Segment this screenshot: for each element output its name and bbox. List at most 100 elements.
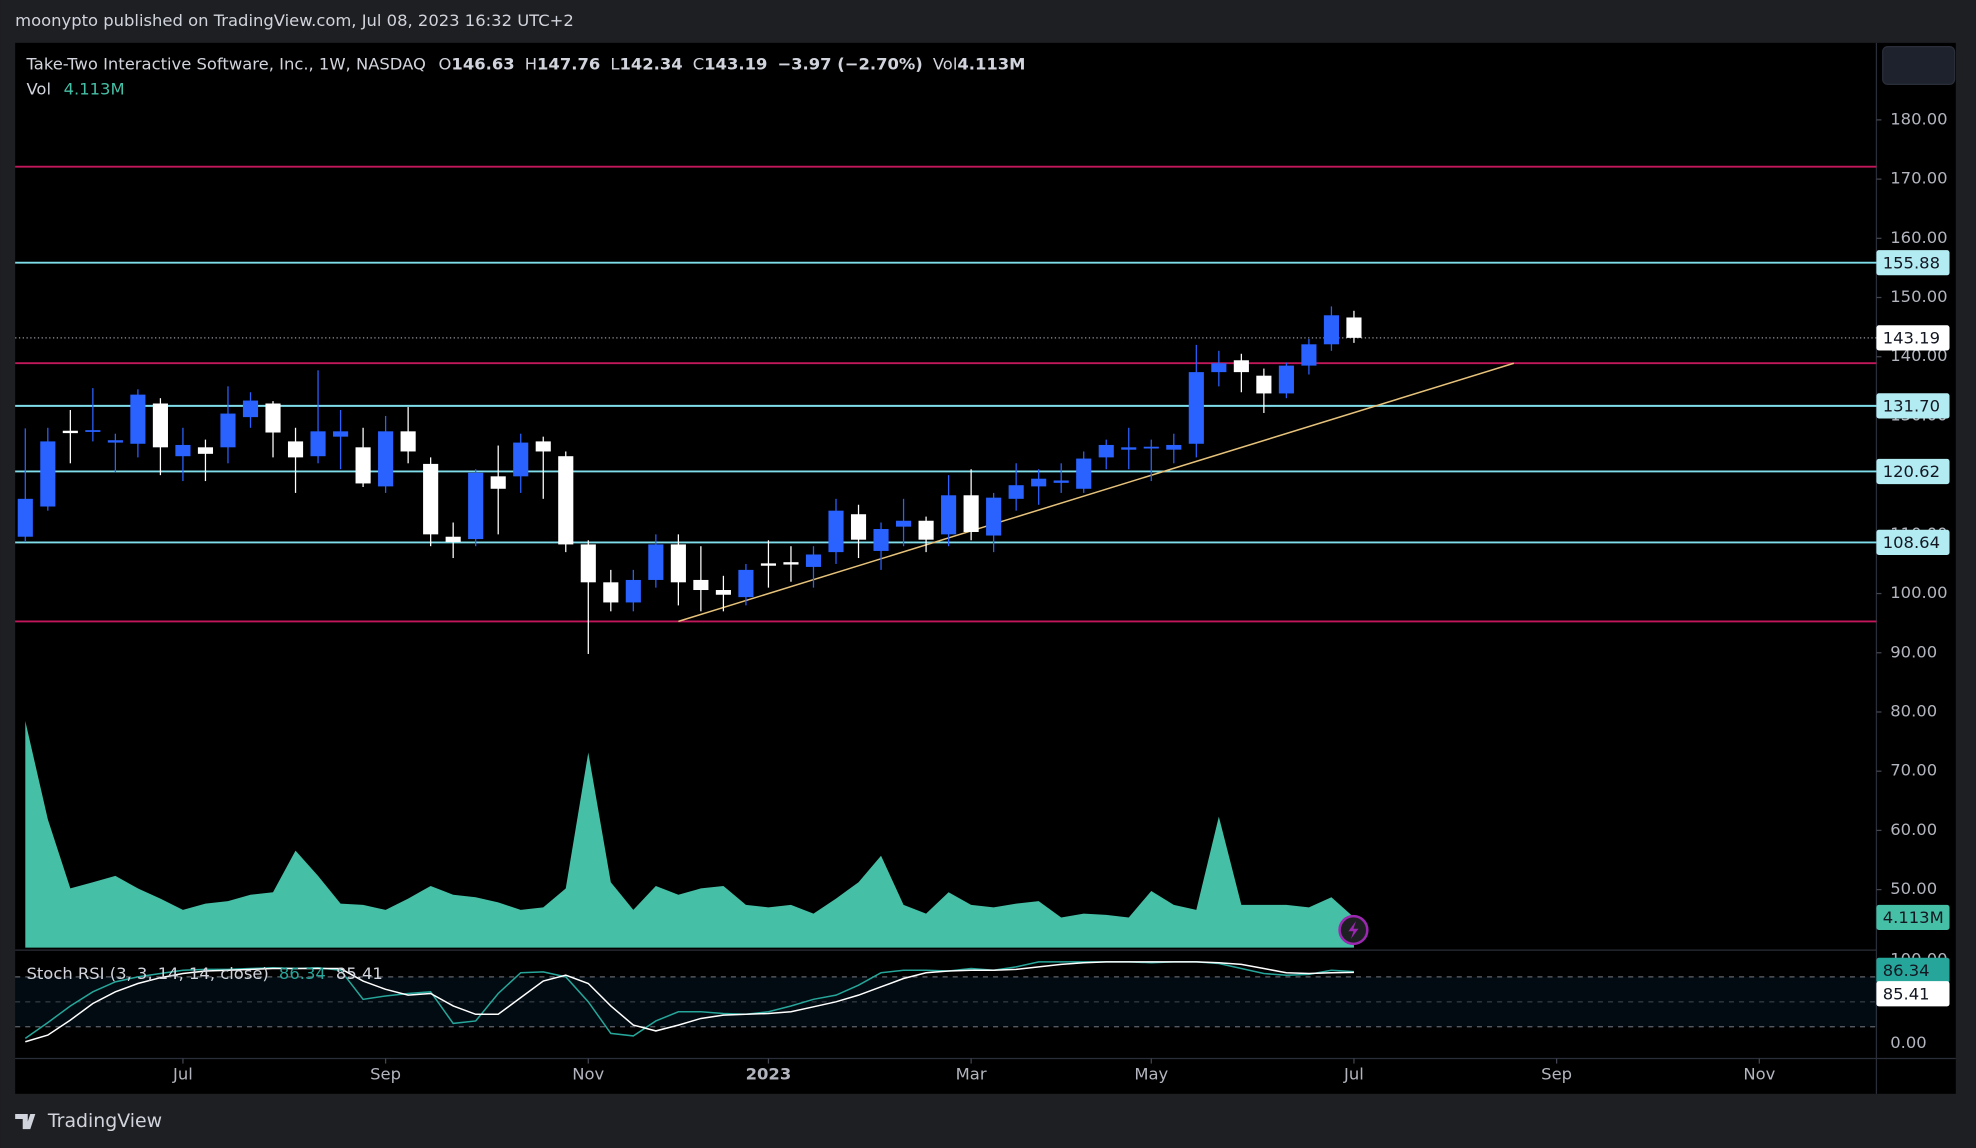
x-tick-label: Jul — [172, 1064, 193, 1083]
candle-body — [107, 440, 123, 443]
x-tick-label: May — [1134, 1064, 1168, 1083]
stoch-tag-bg — [1876, 957, 1950, 983]
candle-body — [220, 413, 236, 448]
candle-body — [130, 394, 146, 444]
candle-body — [378, 431, 394, 487]
y-tick-label: 180.00 — [1890, 109, 1947, 128]
candle-body — [1166, 444, 1182, 450]
candle-body — [265, 403, 281, 433]
candle-body — [1301, 344, 1317, 366]
legend-value: 86.34 — [279, 964, 326, 983]
stoch-tag-bg — [1876, 981, 1950, 1007]
level-tag: 131.70 — [1883, 397, 1940, 416]
legend: Take-Two Interactive Software, Inc., 1W,… — [26, 54, 1026, 73]
logo: TradingView — [15, 1110, 162, 1132]
legend-value: 147.76 — [537, 54, 600, 73]
stoch-title: Stoch RSI (3, 3, 14, 14, close) — [27, 964, 269, 983]
candle-body — [670, 544, 686, 583]
legend-value: 142.34 — [619, 54, 682, 73]
brand: TradingView — [47, 1110, 162, 1132]
candle-body — [1076, 458, 1092, 489]
legend-label: H — [525, 54, 537, 73]
x-tick-label: Sep — [1541, 1064, 1572, 1083]
candle-body — [1278, 365, 1294, 394]
legend-value: 85.41 — [336, 964, 383, 983]
y-tick-label: 80.00 — [1890, 701, 1937, 720]
volume-area — [25, 721, 1354, 948]
candle-body — [85, 430, 101, 432]
candle-body — [693, 579, 709, 591]
candle-body — [760, 563, 777, 566]
candle-body — [558, 456, 574, 545]
level-tag: 155.88 — [1883, 253, 1940, 272]
symbol: Take-Two Interactive Software, Inc., 1W,… — [26, 54, 426, 73]
x-tick-label: Nov — [1743, 1064, 1775, 1083]
candle-body — [423, 463, 439, 535]
candle-body — [333, 431, 349, 437]
candle-body — [828, 510, 844, 553]
volume-tag: 4.113M — [1883, 908, 1944, 927]
y-tick-label: 150.00 — [1890, 287, 1947, 306]
level-tag: 120.62 — [1883, 462, 1940, 481]
x-tick-label: Nov — [572, 1064, 604, 1083]
volume-tag-bg — [1876, 904, 1950, 931]
button[interactable] — [1882, 45, 1956, 86]
candle-body — [62, 430, 78, 434]
x-tick-label: Mar — [956, 1064, 987, 1083]
candle-body — [535, 441, 551, 452]
candle-body — [738, 569, 754, 598]
candle-body — [1098, 444, 1114, 458]
candle-body — [580, 544, 596, 583]
candle-body — [17, 498, 33, 537]
candle-body — [805, 554, 822, 567]
x-tick-label: Jul — [1343, 1064, 1364, 1083]
legend-label: Vol — [933, 54, 958, 73]
legend-label: Vol — [27, 79, 52, 98]
level-tag-bg — [1876, 529, 1950, 556]
stoch-tag: 86.34 — [1883, 961, 1930, 980]
x-tick-label: 2023 — [746, 1064, 792, 1083]
y-tick-label: 60.00 — [1890, 820, 1937, 839]
y-tick-label: 0.00 — [1890, 1033, 1926, 1052]
y-tick-label: 90.00 — [1890, 642, 1937, 661]
legend-change: −3.97 (−2.70%) — [777, 54, 922, 73]
candle-body — [1143, 446, 1159, 449]
legend-value: 4.113M — [64, 79, 125, 98]
candle-body — [648, 544, 664, 580]
candle-body — [1053, 480, 1069, 483]
candle-body — [287, 441, 304, 458]
legend-value: 143.19 — [704, 54, 767, 73]
candle-body — [400, 431, 416, 452]
alert-icon[interactable] — [1338, 914, 1369, 946]
candle-body — [152, 403, 168, 448]
y-tick-label: 70.00 — [1890, 761, 1937, 780]
level-tag: 108.64 — [1883, 533, 1940, 552]
stoch-tag: 85.41 — [1883, 985, 1930, 1004]
candle-body — [490, 476, 506, 489]
legend-label: O — [439, 54, 452, 73]
y-tick-label: 160.00 — [1890, 228, 1947, 247]
level-tag-bg — [1876, 250, 1950, 276]
legend-value: 146.63 — [451, 54, 514, 73]
candle-body — [1256, 375, 1272, 394]
last-price-tag: 143.19 — [1883, 329, 1940, 348]
candle-body — [242, 400, 259, 418]
candle-body — [1233, 360, 1249, 373]
candle-body — [963, 495, 979, 532]
candle-body — [310, 431, 326, 457]
stoch-legend: Stoch RSI (3, 3, 14, 14, close) 86.34 85.4… — [27, 964, 383, 983]
candle-body — [603, 582, 619, 603]
level-tag-bg — [1876, 393, 1950, 419]
candle-body — [850, 514, 867, 540]
candle-body — [197, 447, 214, 454]
y-tick-label: 50.00 — [1890, 879, 1937, 898]
x-tick-label: Sep — [370, 1064, 401, 1083]
y-tick-label: 140.00 — [1890, 346, 1947, 365]
last-price-tag-bg — [1876, 325, 1950, 351]
candle-body — [873, 529, 889, 551]
candle-body — [445, 536, 461, 543]
candle-body — [625, 579, 641, 603]
alert-bolt[interactable] — [1348, 921, 1359, 939]
volume-legend: Vol 4.113M — [27, 79, 125, 98]
